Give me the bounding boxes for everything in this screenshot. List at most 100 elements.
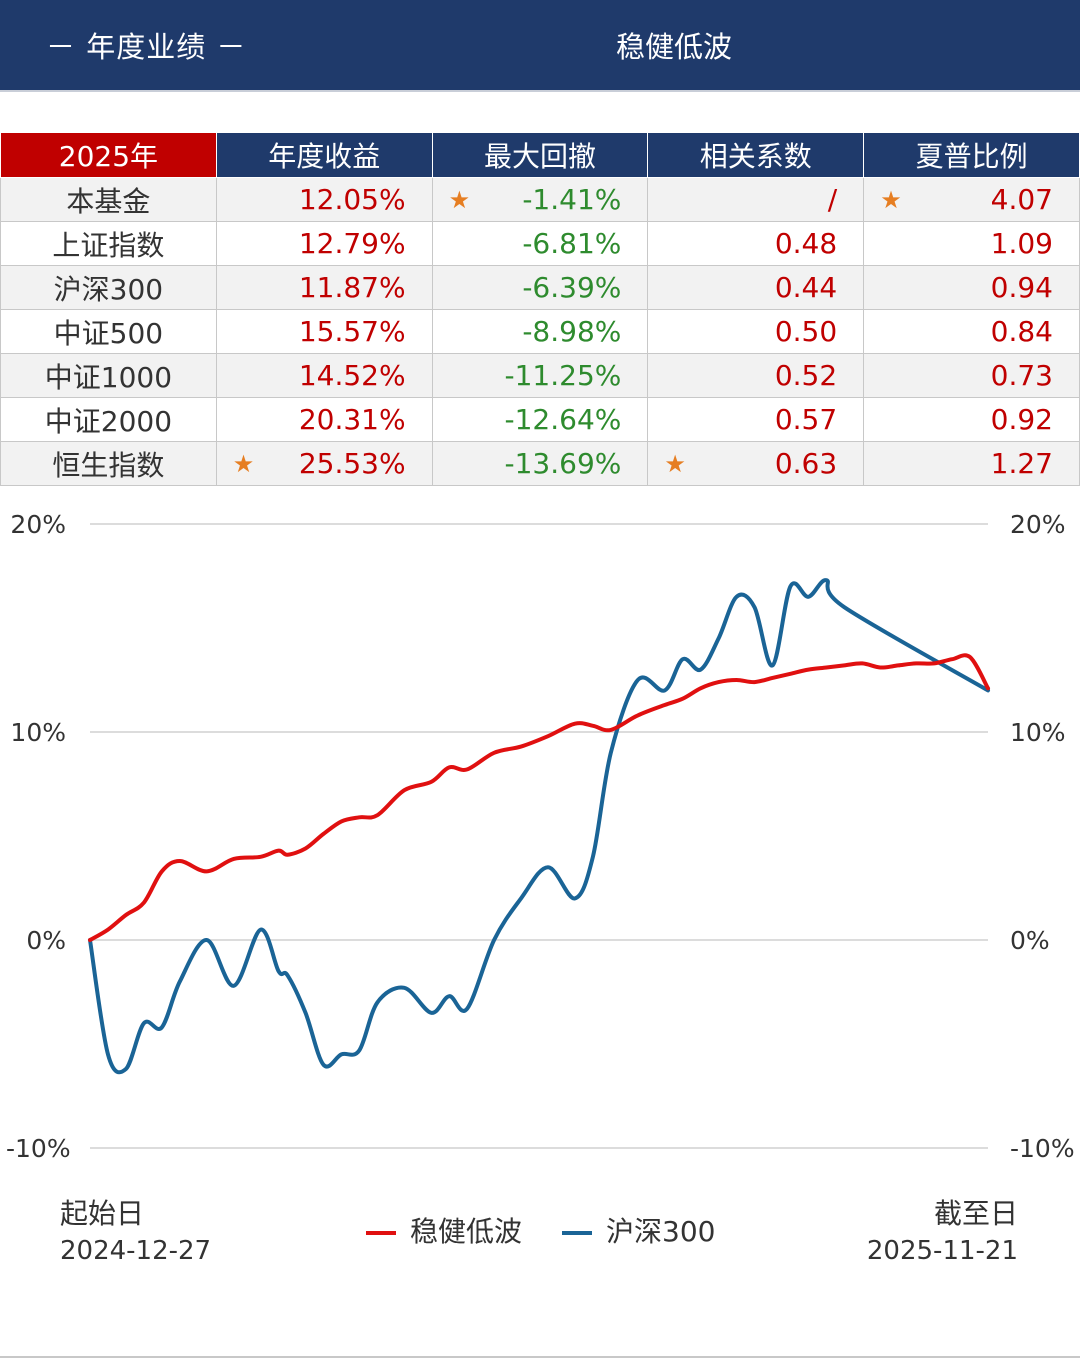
col-sharpe: 夏普比例 — [863, 132, 1080, 178]
start-date: 2024-12-27 — [60, 1236, 212, 1266]
cell-value: -6.39% — [522, 271, 622, 304]
cell-drawdown: -6.39% — [431, 265, 649, 310]
y-tick-right-10: 10% — [1010, 718, 1066, 747]
cell-value: 0.57 — [774, 403, 838, 436]
cell-drawdown: -6.81% — [431, 221, 649, 266]
cell-value: 0.94 — [990, 271, 1053, 304]
cell-value: 0.84 — [990, 315, 1053, 348]
cell-corr: 0.57 — [647, 397, 865, 442]
col-drawdown: 最大回撤 — [431, 132, 649, 178]
cell-value: 4.07 — [990, 183, 1053, 216]
table-row: 中证2000 20.31% -12.64% 0.57 0.92 — [0, 397, 1080, 442]
table-row: 中证1000 14.52% -11.25% 0.52 0.73 — [0, 353, 1080, 398]
cell-sharpe: 0.84 — [863, 309, 1080, 354]
table-row: 上证指数 12.79% -6.81% 0.48 1.09 — [0, 221, 1080, 266]
cell-value: -1.41% — [522, 183, 622, 216]
cell-drawdown: -8.98% — [431, 309, 649, 354]
cell-value: -11.25% — [504, 359, 622, 392]
row-name: 中证2000 — [0, 397, 217, 442]
table-header-row: 2025年 年度收益 最大回撤 相关系数 夏普比例 — [0, 132, 1080, 178]
cell-value: 11.87% — [298, 271, 406, 304]
cell-return: 15.57% — [215, 309, 433, 354]
legend-label-fund: 稳健低波 — [410, 1215, 523, 1248]
cell-sharpe: 1.09 — [863, 221, 1080, 266]
col-return: 年度收益 — [215, 132, 433, 178]
cell-value: 20.31% — [298, 403, 406, 436]
legend-label-index: 沪深300 — [606, 1215, 716, 1248]
star-icon: ★ — [880, 185, 902, 214]
cell-drawdown: -13.69% — [431, 441, 649, 486]
star-icon: ★ — [232, 449, 255, 478]
y-tick-left-neg10: -10% — [6, 1134, 71, 1163]
col-corr: 相关系数 — [647, 132, 865, 178]
cell-value: 15.57% — [298, 315, 406, 348]
cell-value: -6.81% — [522, 227, 622, 260]
performance-table: 2025年 年度收益 最大回撤 相关系数 夏普比例 本基金 12.05% ★ -1.4… — [0, 132, 1080, 486]
cell-value: 0.92 — [990, 403, 1053, 436]
cell-return: 14.52% — [215, 353, 433, 398]
cell-sharpe: ★ 4.07 — [863, 177, 1080, 222]
cell-corr: ★ 0.63 — [647, 441, 865, 486]
header-banner: － 年度业绩 － 稳健低波 — [0, 0, 1080, 92]
cell-value: 12.05% — [298, 183, 406, 216]
y-tick-left-20: 20% — [10, 510, 66, 539]
row-name: 中证1000 — [0, 353, 217, 398]
cell-corr: 0.48 — [647, 221, 865, 266]
table-row: 中证500 15.57% -8.98% 0.50 0.84 — [0, 309, 1080, 354]
line-chart — [88, 523, 990, 1149]
cell-value: 0.50 — [774, 315, 838, 348]
cell-value: 25.53% — [298, 447, 406, 480]
cell-return: 12.79% — [215, 221, 433, 266]
cell-value: 0.52 — [774, 359, 838, 392]
fund-name: 稳健低波 — [615, 30, 732, 64]
row-name: 本基金 — [0, 177, 217, 222]
cell-sharpe: 0.73 — [863, 353, 1080, 398]
bottom-divider — [0, 1356, 1080, 1358]
cell-sharpe: 0.94 — [863, 265, 1080, 310]
row-name: 中证500 — [0, 309, 217, 354]
cell-value: 0.48 — [774, 227, 838, 260]
cell-value: / — [827, 183, 838, 216]
cell-value: 14.52% — [298, 359, 406, 392]
y-tick-left-10: 10% — [10, 718, 66, 747]
cell-value: -8.98% — [522, 315, 622, 348]
cell-return: ★ 25.53% — [215, 441, 433, 486]
cell-corr: 0.50 — [647, 309, 865, 354]
table-row: 本基金 12.05% ★ -1.41% / ★ 4.07 — [0, 177, 1080, 222]
cell-value: -12.64% — [504, 403, 622, 436]
row-name: 沪深300 — [0, 265, 217, 310]
end-date: 2025-11-21 — [866, 1236, 1018, 1266]
cell-return: 11.87% — [215, 265, 433, 310]
cell-value: 1.27 — [990, 447, 1053, 480]
row-name: 上证指数 — [0, 221, 217, 266]
y-tick-right-neg10: -10% — [1010, 1134, 1075, 1163]
cell-drawdown: ★ -1.41% — [431, 177, 649, 222]
cell-corr: / — [647, 177, 865, 222]
series-index-line — [88, 578, 990, 1075]
cell-corr: 0.52 — [647, 353, 865, 398]
cell-return: 12.05% — [215, 177, 433, 222]
cell-sharpe: 1.27 — [863, 441, 1080, 486]
col-year: 2025年 — [0, 132, 217, 178]
cell-value: -13.69% — [504, 447, 622, 480]
start-label: 起始日 — [60, 1197, 145, 1230]
legend-item-index: 沪深300 — [562, 1210, 715, 1250]
end-label: 截至日 — [933, 1197, 1018, 1230]
y-tick-right-0: 0% — [1010, 926, 1050, 955]
cell-drawdown: -11.25% — [431, 353, 649, 398]
cell-sharpe: 0.92 — [863, 397, 1080, 442]
y-tick-left-0: 0% — [26, 926, 66, 955]
cell-drawdown: -12.64% — [431, 397, 649, 442]
cell-value: 0.44 — [774, 271, 838, 304]
series-fund-line — [88, 653, 990, 942]
cell-value: 0.73 — [990, 359, 1053, 392]
cell-value: 1.09 — [990, 227, 1053, 260]
star-icon: ★ — [448, 185, 471, 214]
cell-corr: 0.44 — [647, 265, 865, 310]
cell-value: 12.79% — [298, 227, 406, 260]
legend-item-fund: 稳健低波 — [366, 1210, 522, 1250]
cell-return: 20.31% — [215, 397, 433, 442]
section-label: － 年度业绩 － — [46, 30, 247, 64]
table-row: 恒生指数 ★ 25.53% -13.69% ★ 0.63 1.27 — [0, 441, 1080, 486]
legend-swatch-index — [562, 1231, 592, 1235]
